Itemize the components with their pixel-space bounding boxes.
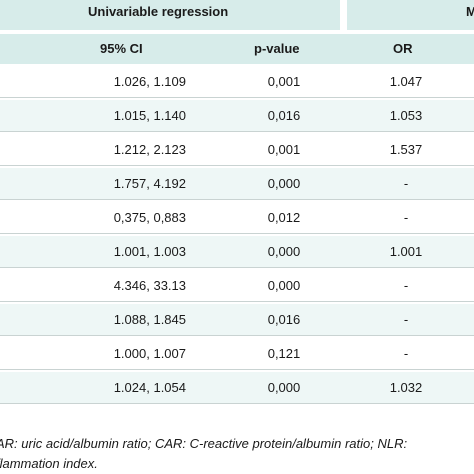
cell-ci: 1.757, 4.192 (113, 176, 186, 191)
table-row: 4.346, 33.13 0,000 - (0, 270, 474, 302)
cell-pvalue: 0,001 (267, 142, 301, 157)
column-header-row: 95% CI p-value OR (0, 34, 474, 64)
cell-ci: 1.015, 1.140 (113, 108, 186, 123)
table-row: 1.024, 1.054 0,000 1.032 (0, 372, 474, 404)
cell-or: 1.001 (389, 244, 423, 259)
cell-pvalue: 0,000 (267, 244, 301, 259)
header-multivariable-regression: M (466, 4, 474, 19)
cell-ci: 1.088, 1.845 (113, 312, 186, 327)
cell-pvalue: 0,000 (267, 278, 301, 293)
table-row: 0,375, 0,883 0,012 - (0, 202, 474, 234)
column-header-pvalue: p-value (254, 41, 300, 56)
cell-or: 1.537 (389, 142, 423, 157)
cell-or: 1.053 (389, 108, 423, 123)
table-row: 1.212, 2.123 0,001 1.537 (0, 134, 474, 166)
cell-or: 1.032 (389, 380, 423, 395)
cell-pvalue: 0,000 (267, 380, 301, 395)
table-row: 1.088, 1.845 0,016 - (0, 304, 474, 336)
cell-pvalue: 0,121 (267, 346, 301, 361)
table-row: 1.000, 1.007 0,121 - (0, 338, 474, 370)
table-row: 1.757, 4.192 0,000 - (0, 168, 474, 200)
cell-pvalue: 0,012 (267, 210, 301, 225)
cell-or: - (403, 346, 409, 361)
column-header-or: OR (393, 41, 413, 56)
cell-pvalue: 0,000 (267, 176, 301, 191)
cell-ci: 1.212, 2.123 (113, 142, 186, 157)
footnote-line-2: flammation index. (0, 456, 98, 471)
header-band-multivariable (347, 0, 474, 30)
cell-ci: 0,375, 0,883 (113, 210, 186, 225)
cell-ci: 1.026, 1.109 (113, 74, 186, 89)
header-univariable-regression: Univariable regression (88, 4, 229, 19)
cell-pvalue: 0,016 (267, 312, 301, 327)
table-row: 1.001, 1.003 0,000 1.001 (0, 236, 474, 268)
cell-or: - (403, 176, 409, 191)
cell-or: - (403, 210, 409, 225)
cell-ci: 4.346, 33.13 (113, 278, 186, 293)
cell-or: 1.047 (389, 74, 423, 89)
footnote-line-1: AR: uric acid/albumin ratio; CAR: C-reac… (0, 436, 408, 451)
cell-pvalue: 0,001 (267, 74, 301, 89)
cell-ci: 1.001, 1.003 (113, 244, 186, 259)
table-row: 1.026, 1.109 0,001 1.047 (0, 66, 474, 98)
header-band-univariable (0, 0, 340, 30)
column-header-ci: 95% CI (100, 41, 143, 56)
cell-or: - (403, 312, 409, 327)
cell-ci: 1.000, 1.007 (113, 346, 186, 361)
cell-or: - (403, 278, 409, 293)
cell-ci: 1.024, 1.054 (113, 380, 186, 395)
cell-pvalue: 0,016 (267, 108, 301, 123)
table-row: 1.015, 1.140 0,016 1.053 (0, 100, 474, 132)
